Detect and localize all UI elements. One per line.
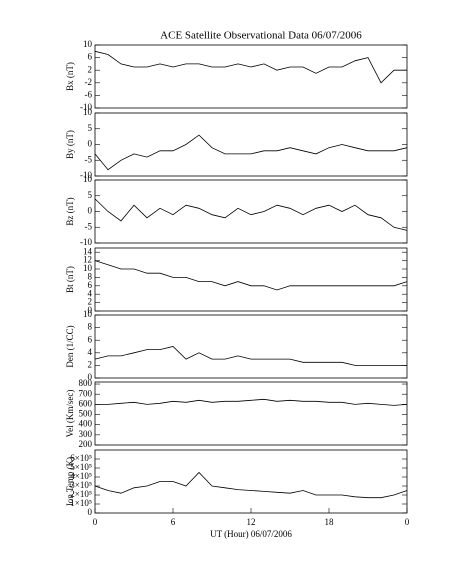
y-tick-label: 0 [88, 139, 93, 149]
data-line [94, 260, 408, 291]
chart-title: ACE Satellite Observational Data 06/07/2… [160, 30, 362, 42]
y-tick-label: 10 [83, 174, 93, 184]
y-tick-label: 8 [88, 322, 93, 332]
x-tick-label: 6 [171, 517, 176, 527]
y-tick-label: 10 [83, 39, 93, 49]
x-tick-label: 0 [93, 517, 98, 527]
y-tick-label: 6 [88, 280, 93, 290]
plot-frame [94, 44, 408, 109]
y-tick-label: 400 [79, 419, 93, 429]
y-tick-label: 8 [88, 271, 93, 281]
y-tick-label: 2 [88, 64, 93, 74]
x-tick-label: 0 [405, 517, 410, 527]
y-tick-label: 300 [79, 429, 93, 439]
y-tick-label: 800 [79, 378, 93, 388]
y-axis-label: Bz (nT) [65, 197, 75, 225]
plot-frame [94, 449, 408, 514]
y-tick-label: 12 [83, 255, 92, 265]
y-axis-label: Bx (nT) [65, 62, 75, 91]
y-tick-label: 5 [88, 123, 93, 133]
y-axis-label: Vel (Km/sec) [65, 390, 75, 438]
y-tick-label: 200 [79, 439, 93, 449]
y-tick-label: -6 [85, 89, 93, 99]
y-tick-label: -5 [85, 221, 93, 231]
x-axis-label: UT (Hour) 06/07/2006 [210, 529, 292, 539]
y-tick-label: 5×10⁵ [70, 462, 92, 472]
y-tick-label: 10 [83, 309, 93, 319]
y-tick-label: 2 [88, 297, 93, 307]
y-tick-label: 600 [79, 398, 93, 408]
y-tick-label: 6 [88, 52, 93, 62]
data-line [95, 398, 408, 406]
y-tick-label: 0 [88, 507, 93, 517]
y-axis-label: By (nT) [65, 130, 75, 159]
y-tick-label: 0 [88, 305, 93, 315]
data-line [94, 198, 408, 231]
y-tick-label: 6×10⁵ [70, 453, 92, 463]
y-tick-label: 500 [79, 409, 93, 419]
x-tick-label: 18 [325, 517, 335, 527]
plot-frame [94, 112, 408, 177]
y-tick-label: 5 [88, 190, 93, 200]
y-tick-label: -10 [80, 237, 92, 247]
data-line [94, 134, 408, 171]
data-line [94, 50, 407, 84]
y-tick-label: 14 [83, 246, 93, 256]
y-tick-label: -2 [85, 77, 93, 87]
y-axis-label: Ion Temp (K) [65, 457, 75, 506]
y-tick-label: 2 [88, 359, 93, 369]
y-tick-label: 4 [88, 347, 93, 357]
y-tick-label: 10 [83, 107, 93, 117]
y-axis-label: Bt (nT) [65, 266, 75, 293]
y-tick-label: 6 [88, 334, 93, 344]
data-line [94, 471, 408, 499]
y-tick-label: -10 [80, 170, 92, 180]
y-tick-label: 4×10⁵ [70, 471, 92, 481]
y-tick-label: 3×10⁵ [70, 480, 92, 490]
y-tick-label: 4 [88, 288, 93, 298]
plot-frame [94, 314, 408, 379]
y-tick-label: 0 [88, 206, 93, 216]
x-tick-label: 12 [247, 517, 256, 527]
plot-frame [94, 247, 408, 312]
y-tick-label: 10 [83, 263, 93, 273]
plot-frame [94, 179, 408, 244]
y-tick-label: 0 [88, 372, 93, 382]
y-axis-label: Den (1/CC) [65, 325, 75, 367]
plot-frame [94, 381, 408, 446]
y-tick-label: 1×10⁵ [70, 498, 92, 508]
data-line [94, 346, 407, 366]
y-tick-label: -10 [80, 102, 92, 112]
y-tick-label: 700 [79, 388, 93, 398]
y-tick-label: -5 [85, 154, 93, 164]
y-tick-label: 2×10⁵ [70, 489, 92, 499]
